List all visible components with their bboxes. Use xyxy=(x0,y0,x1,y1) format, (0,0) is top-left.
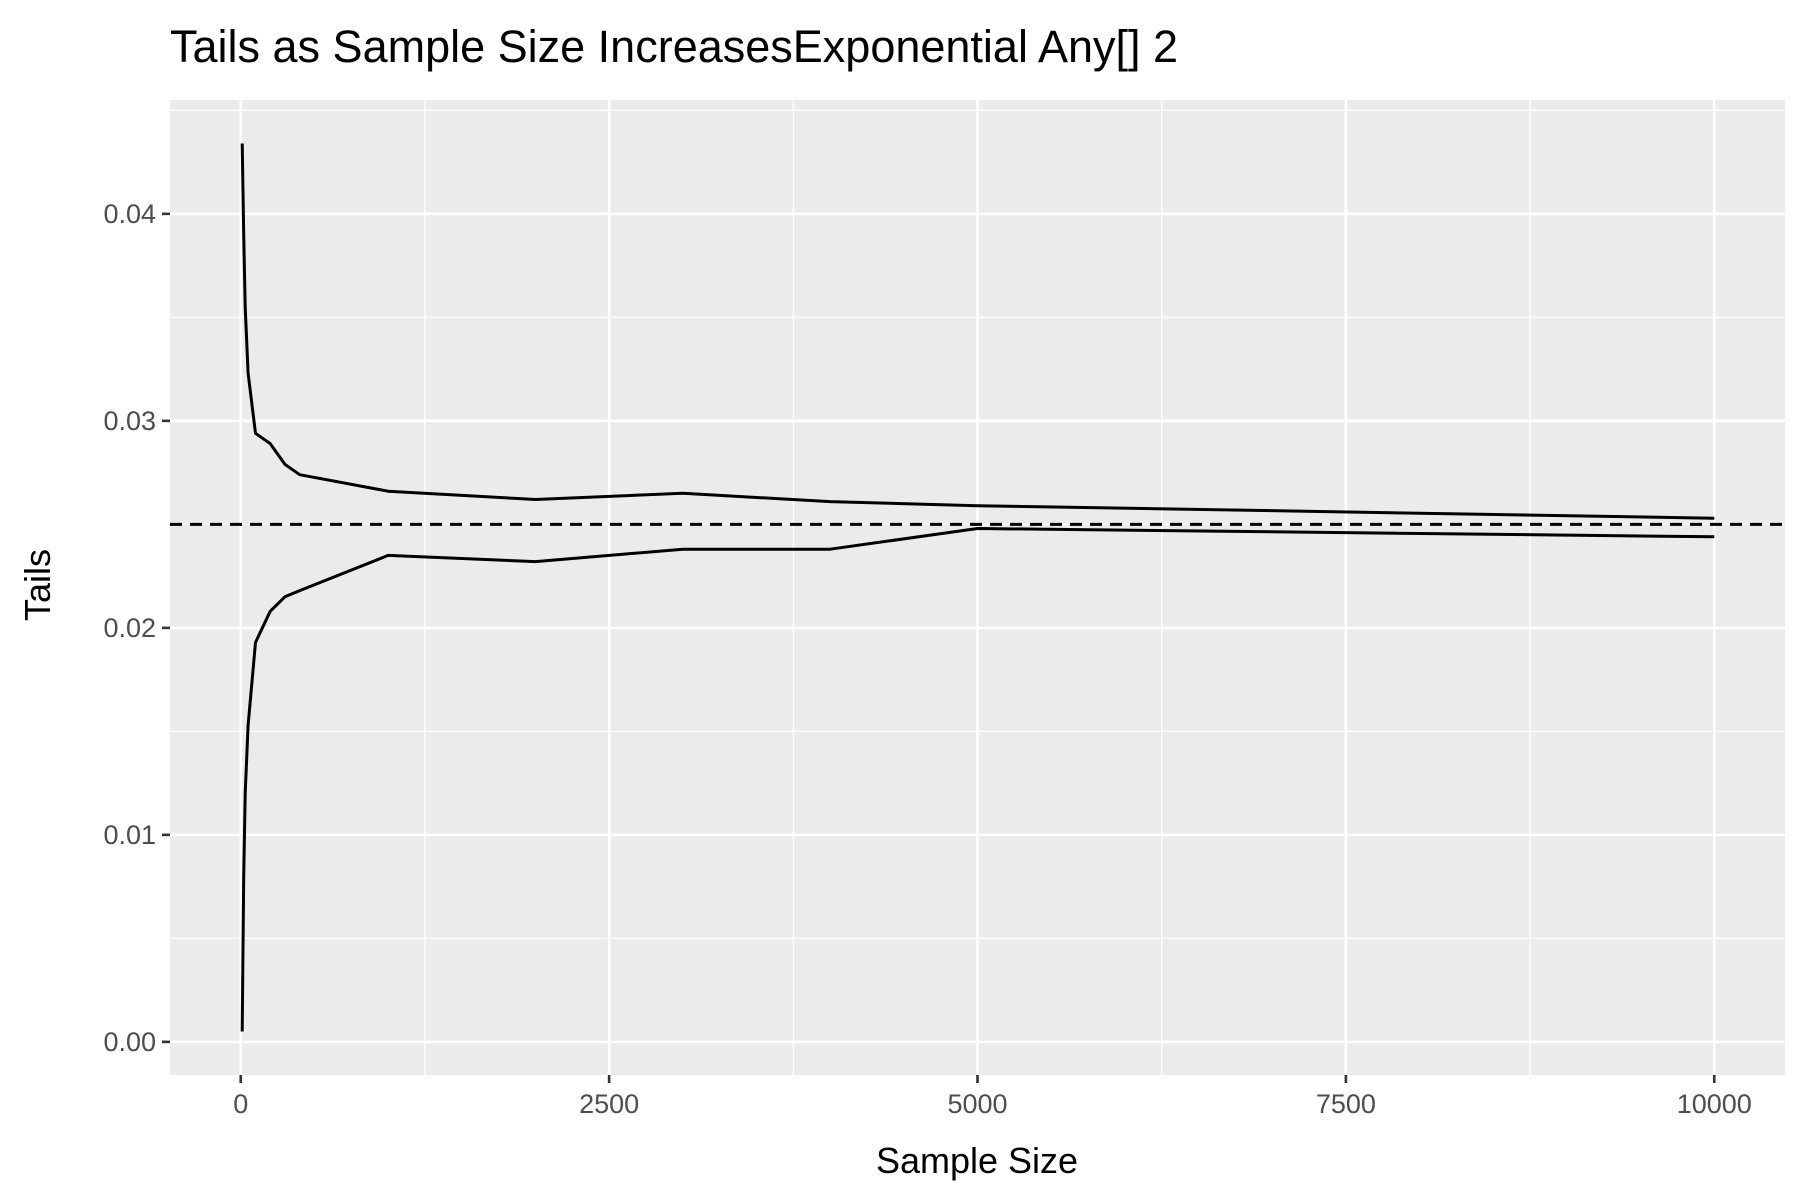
x-tick-label: 5000 xyxy=(947,1089,1007,1119)
x-tick-label: 7500 xyxy=(1316,1089,1376,1119)
x-axis: 0 2500 5000 7500 10000 xyxy=(233,1075,1752,1119)
series-group xyxy=(240,143,1715,1032)
x-axis-title: Sample Size xyxy=(876,1140,1078,1181)
y-tick-label: 0.00 xyxy=(103,1027,156,1057)
series-line-2 xyxy=(240,527,1715,1032)
series-line-1 xyxy=(240,143,1715,520)
y-axis: 0.00 0.01 0.02 0.03 0.04 xyxy=(103,199,170,1057)
chart-title: Tails as Sample Size IncreasesExponentia… xyxy=(170,21,1178,72)
x-tick-label: 2500 xyxy=(579,1089,639,1119)
y-tick-label: 0.03 xyxy=(103,406,156,436)
y-axis-title: Tails xyxy=(17,549,58,621)
y-tick-label: 0.02 xyxy=(103,613,156,643)
y-tick-label: 0.01 xyxy=(103,820,156,850)
y-tick-label: 0.04 xyxy=(103,199,156,229)
x-tick-label: 10000 xyxy=(1677,1089,1752,1119)
major-grid xyxy=(170,100,1785,1075)
x-tick-label: 0 xyxy=(233,1089,248,1119)
